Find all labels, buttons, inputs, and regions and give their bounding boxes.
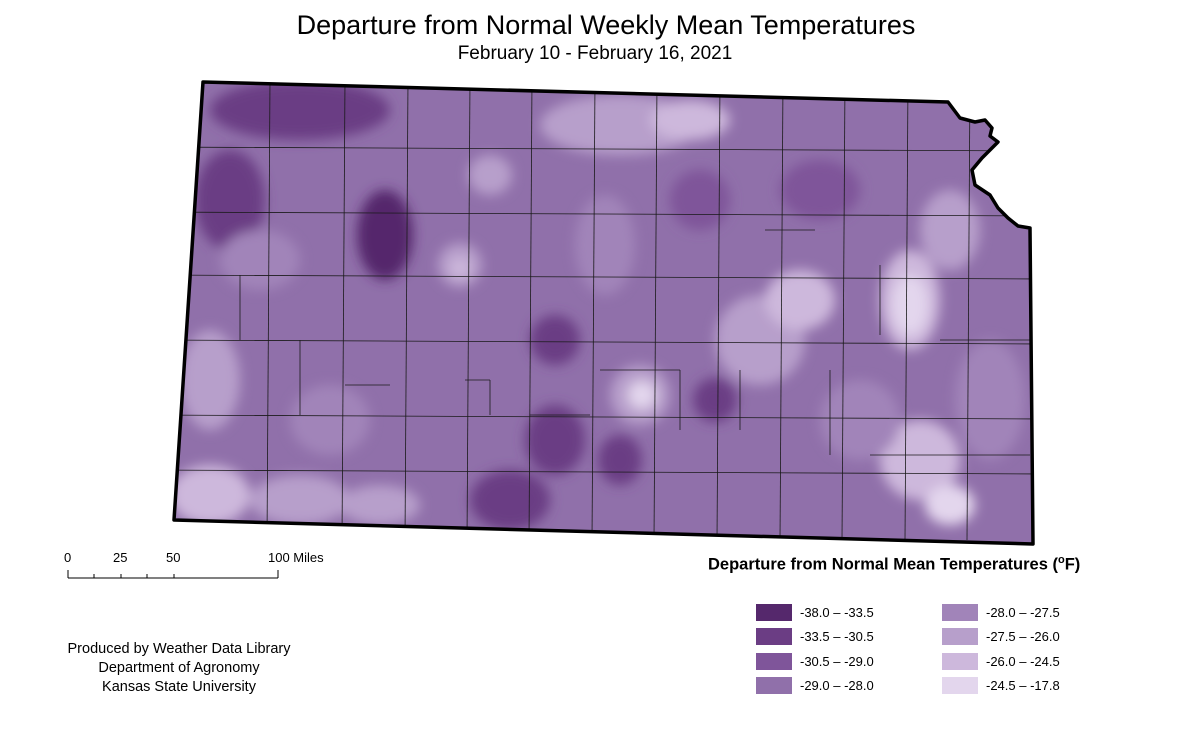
temperature-field [174, 82, 1033, 544]
legend-swatch [756, 604, 792, 621]
legend-label: -33.5 – -30.5 [800, 629, 874, 644]
county-line-v-4 [528, 82, 533, 541]
county-line-h-0 [174, 146, 1033, 152]
county-line-h-5 [174, 469, 1033, 475]
scale-ruler [67, 570, 279, 579]
map-subtitle: February 10 - February 16, 2021 [457, 43, 733, 64]
state-boundary [172, 80, 1035, 546]
temperature-contours [174, 82, 1025, 530]
temperature-contour-31 [820, 380, 900, 460]
legend-label: -24.5 – -17.8 [986, 678, 1060, 693]
temperature-contour-15 [693, 378, 737, 422]
legend-swatch [942, 653, 978, 670]
legend-title: Departure from Normal Mean Temperatures … [708, 554, 1080, 575]
legend-label: -29.0 – -28.0 [800, 678, 874, 693]
temperature-contour-23 [180, 330, 240, 430]
county-line-v-5 [591, 82, 596, 541]
county-line-v-3 [466, 82, 471, 541]
scale-tick-25: 25 [113, 550, 128, 565]
temperature-contour-19 [892, 275, 928, 335]
legend-swatch [756, 628, 792, 645]
temperature-contour-14 [525, 405, 585, 475]
scale-tick-50: 50 [166, 550, 181, 565]
county-line-v-11 [966, 82, 971, 541]
legend-label: -27.5 – -26.0 [986, 629, 1060, 644]
temperature-contour-26 [340, 485, 420, 525]
temperature-contour-17 [765, 270, 835, 330]
temperature-contour-30 [780, 160, 860, 220]
legend-title-degree: o [1057, 554, 1065, 566]
county-line-v-6 [653, 82, 658, 541]
scale-tick-100: 100 Miles [268, 550, 324, 565]
legend-swatch [942, 628, 978, 645]
county-line-v-10 [904, 82, 909, 541]
temperature-contour-12 [530, 315, 580, 365]
credits-line-3: Kansas State University [102, 679, 256, 695]
credits-block: Produced by Weather Data Library Departm… [24, 640, 334, 697]
legend-label: -26.0 – -24.5 [986, 654, 1060, 669]
temperature-contour-10 [628, 381, 656, 409]
temperature-contour-20 [920, 190, 980, 270]
temperature-contour-24 [174, 465, 250, 525]
county-line-v-9 [841, 82, 846, 541]
county-line-h-4 [174, 414, 1033, 420]
county-line-h-2 [174, 274, 1033, 280]
scale-bar: 0 25 50 100 Miles [60, 550, 360, 590]
scale-tick-0: 0 [64, 550, 72, 565]
legend-label: -28.0 – -27.5 [986, 605, 1060, 620]
temperature-contour-5 [468, 155, 512, 195]
temperature-contour-27 [220, 230, 300, 290]
legend-title-suffix: F) [1064, 555, 1081, 574]
legend-label: -38.0 – -33.5 [800, 605, 874, 620]
legend-swatch [942, 677, 978, 694]
county-line-v-8 [779, 82, 784, 541]
legend-label: -30.5 – -29.0 [800, 654, 874, 669]
temperature-contour-4 [450, 258, 470, 278]
temperature-contour-32 [955, 340, 1025, 460]
temperature-contour-29 [670, 170, 730, 230]
temperature-contour-11 [598, 435, 642, 485]
legend-swatch [942, 604, 978, 621]
temperature-contour-21 [880, 420, 960, 500]
county-line-v-2 [404, 82, 409, 541]
credits-line-2: Department of Agronomy [98, 660, 260, 676]
legend-title-prefix: Departure from Normal Mean Temperatures … [708, 555, 1058, 574]
county-line-h-1 [174, 211, 1033, 217]
credits-line-1: Produced by Weather Data Library [67, 641, 291, 657]
temperature-contour-1 [195, 150, 265, 250]
county-line-v-7 [716, 82, 721, 541]
temperature-contour-2 [357, 190, 413, 280]
temperature-contour-22 [925, 485, 975, 525]
legend-swatch [756, 653, 792, 670]
map-title: Departure from Normal Weekly Mean Temper… [296, 10, 916, 40]
temperature-contour-8 [575, 195, 635, 295]
temperature-contour-25 [250, 475, 350, 525]
temperature-contour-0 [210, 82, 390, 140]
temperature-contour-7 [650, 100, 730, 140]
county-boundaries [174, 82, 1033, 541]
county-line-v-1 [341, 82, 346, 541]
county-line-v-0 [266, 82, 271, 541]
legend-swatch [756, 677, 792, 694]
temperature-contour-28 [290, 385, 370, 455]
temperature-contour-13 [470, 470, 550, 530]
